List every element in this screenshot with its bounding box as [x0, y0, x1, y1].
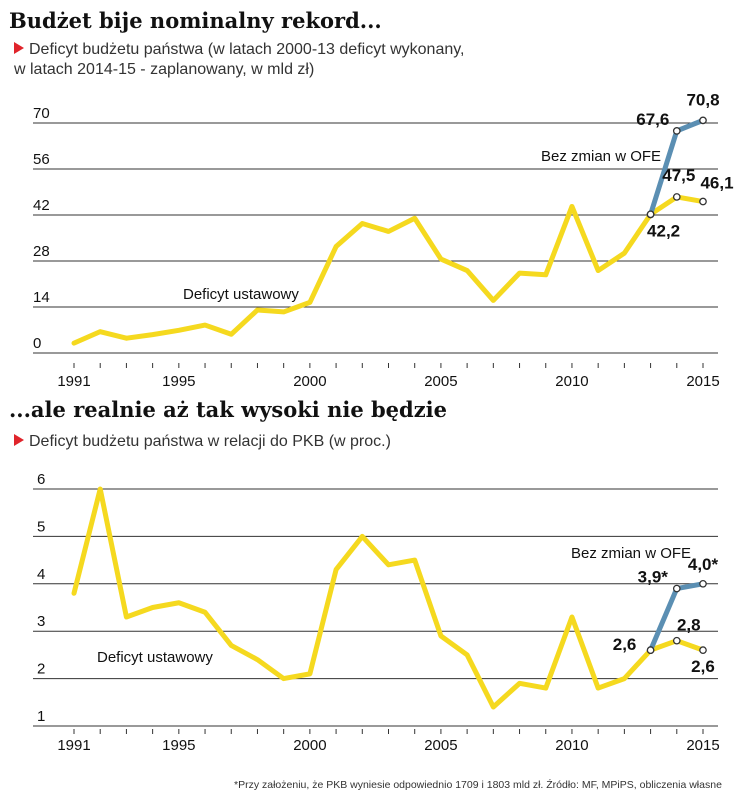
y-tick-label: 4	[37, 566, 45, 583]
data-point	[646, 210, 655, 219]
series-label-deficyt-ustawowy: Deficyt ustawowy	[97, 649, 213, 666]
data-label: 47,5	[662, 166, 695, 185]
data-label: 70,8	[686, 90, 719, 109]
data-label: 42,2	[647, 221, 680, 240]
x-tick-label: 2005	[424, 737, 457, 754]
y-tick-label: 2	[37, 661, 45, 678]
data-point	[699, 579, 707, 588]
y-tick-label: 5	[37, 518, 45, 535]
x-tick-label: 1995	[162, 737, 195, 754]
y-tick-label: 14	[33, 289, 50, 306]
data-point	[646, 646, 655, 655]
y-tick-label: 1	[37, 708, 45, 725]
chart-1-subtitle-line1: Deficyt budżetu państwa (w latach 2000-1…	[29, 41, 465, 58]
data-point	[672, 193, 681, 201]
x-tick-label: 2010	[555, 373, 588, 390]
red-triangle-icon	[14, 434, 24, 446]
red-triangle-icon	[14, 42, 24, 54]
series-label-bez-zmian-w-ofe: Bez zmian w OFE	[541, 148, 661, 165]
data-point	[672, 636, 681, 645]
y-tick-label: 3	[37, 613, 45, 630]
data-point	[672, 127, 681, 135]
series-line-deficyt-ustawowy	[71, 486, 706, 710]
x-tick-label: 2015	[686, 737, 719, 754]
data-label: 3,9*	[638, 568, 669, 587]
x-tick-label: 2005	[424, 373, 457, 390]
chart-2-title: ...ale realnie aż tak wysoki nie będzie	[9, 397, 447, 422]
data-label: 46,1	[700, 174, 733, 193]
chart-1-svg: 0 14 28 42 56 70 1991 1995 2000 2005 2010 2015 Defic…	[33, 90, 734, 390]
x-tick-label: 2015	[686, 373, 719, 390]
chart-1-subtitle-line2: w latach 2014-15 - zaplanowany, w mld zł…	[14, 61, 315, 78]
data-label: 2,6	[691, 657, 715, 676]
chart-1-title: Budżet bije nominalny rekord...	[9, 8, 382, 33]
data-label: 2,8	[677, 616, 701, 635]
chart-1-subtitle: Deficyt budżetu państwa (w latach 2000-1…	[14, 40, 465, 80]
x-tick-label: 1991	[57, 737, 90, 754]
series-label-deficyt-ustawowy: Deficyt ustawowy	[183, 286, 299, 303]
y-tick-label: 0	[33, 335, 41, 352]
data-point	[699, 116, 707, 125]
y-tick-label: 70	[33, 105, 50, 122]
x-tick-label: 2000	[293, 737, 326, 754]
series-label-bez-zmian-w-ofe: Bez zmian w OFE	[571, 545, 691, 562]
data-label: 4,0*	[688, 555, 719, 574]
y-tick-label: 56	[33, 151, 50, 168]
data-point	[672, 584, 681, 593]
y-tick-label: 42	[33, 197, 50, 214]
y-tick-label: 28	[33, 243, 50, 260]
x-tick-label: 2010	[555, 737, 588, 754]
x-tick-label: 1991	[57, 373, 90, 390]
data-label: 67,6	[636, 110, 669, 129]
x-tick-label: 2000	[293, 373, 326, 390]
data-point	[699, 646, 707, 655]
footnote: *Przy założeniu, że PKB wyniesie odpowie…	[234, 779, 722, 791]
x-tick-label: 1995	[162, 373, 195, 390]
series-line-deficyt-ustawowy	[71, 194, 706, 346]
data-point	[699, 197, 707, 206]
data-label: 2,6	[613, 635, 637, 654]
chart-2-subtitle: Deficyt budżetu państwa w relacji do PKB…	[14, 432, 391, 452]
y-tick-label: 6	[37, 471, 45, 488]
chart-2-subtitle-line1: Deficyt budżetu państwa w relacji do PKB…	[29, 433, 391, 450]
